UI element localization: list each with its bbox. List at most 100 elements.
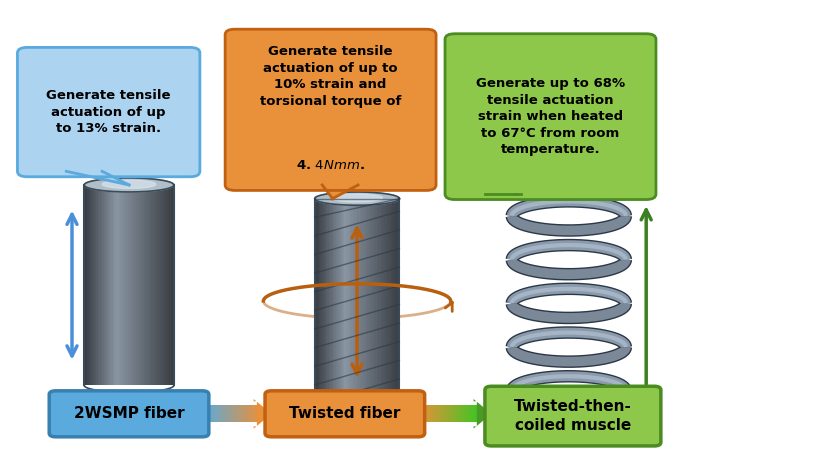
Polygon shape [92, 185, 93, 385]
FancyArrow shape [227, 405, 229, 422]
Polygon shape [354, 199, 355, 403]
FancyArrow shape [418, 405, 419, 422]
Polygon shape [368, 199, 369, 403]
Polygon shape [144, 185, 145, 385]
Text: Generate tensile
actuation of up to
10% strain and
torsional torque of: Generate tensile actuation of up to 10% … [260, 46, 400, 108]
FancyArrow shape [206, 405, 208, 422]
Polygon shape [117, 185, 119, 385]
Polygon shape [148, 185, 150, 385]
Polygon shape [342, 199, 344, 403]
Polygon shape [103, 185, 105, 385]
Polygon shape [93, 185, 94, 385]
Polygon shape [166, 185, 168, 385]
Polygon shape [157, 185, 159, 385]
FancyArrow shape [446, 405, 448, 422]
FancyArrow shape [221, 405, 223, 422]
Polygon shape [366, 199, 368, 403]
FancyBboxPatch shape [445, 34, 655, 200]
Polygon shape [395, 199, 396, 403]
Polygon shape [340, 199, 342, 403]
Polygon shape [123, 185, 124, 385]
Polygon shape [316, 199, 317, 403]
Polygon shape [389, 199, 391, 403]
Polygon shape [108, 185, 110, 385]
FancyBboxPatch shape [49, 391, 209, 437]
FancyArrow shape [253, 399, 271, 429]
Polygon shape [121, 185, 123, 385]
FancyArrow shape [438, 405, 440, 422]
Polygon shape [379, 199, 381, 403]
FancyArrow shape [256, 405, 257, 422]
Polygon shape [314, 192, 399, 205]
Polygon shape [373, 199, 375, 403]
Polygon shape [161, 185, 163, 385]
Polygon shape [362, 199, 364, 403]
FancyArrow shape [436, 405, 438, 422]
FancyArrow shape [463, 405, 464, 422]
Polygon shape [322, 185, 358, 199]
Text: 2WSMP fiber: 2WSMP fiber [74, 406, 184, 421]
FancyArrow shape [236, 405, 238, 422]
FancyArrow shape [251, 405, 253, 422]
FancyBboxPatch shape [225, 29, 436, 190]
FancyArrow shape [450, 405, 452, 422]
Polygon shape [170, 185, 172, 385]
Polygon shape [147, 185, 148, 385]
FancyArrow shape [468, 405, 470, 422]
Polygon shape [387, 199, 389, 403]
Polygon shape [133, 185, 135, 385]
Polygon shape [317, 199, 319, 403]
FancyArrow shape [204, 405, 206, 422]
Polygon shape [156, 185, 157, 385]
Polygon shape [90, 185, 92, 385]
FancyArrow shape [247, 405, 250, 422]
Polygon shape [375, 199, 377, 403]
Polygon shape [361, 199, 362, 403]
Polygon shape [102, 180, 156, 189]
Polygon shape [344, 199, 346, 403]
Polygon shape [96, 185, 97, 385]
Polygon shape [351, 199, 352, 403]
FancyArrow shape [229, 405, 230, 422]
Polygon shape [371, 199, 372, 403]
FancyArrow shape [432, 405, 434, 422]
Polygon shape [66, 171, 129, 185]
FancyArrow shape [460, 405, 463, 422]
FancyArrow shape [233, 405, 234, 422]
Polygon shape [145, 185, 147, 385]
FancyArrow shape [223, 405, 225, 422]
Polygon shape [124, 185, 126, 385]
Polygon shape [129, 185, 130, 385]
FancyArrow shape [464, 405, 467, 422]
Polygon shape [372, 199, 373, 403]
Polygon shape [99, 185, 101, 385]
Polygon shape [348, 199, 350, 403]
Polygon shape [102, 185, 103, 385]
FancyArrow shape [211, 405, 214, 422]
FancyArrow shape [473, 405, 474, 422]
Polygon shape [84, 185, 86, 385]
Polygon shape [132, 185, 133, 385]
Polygon shape [393, 199, 395, 403]
Polygon shape [331, 194, 382, 202]
FancyArrow shape [474, 405, 477, 422]
Polygon shape [350, 199, 351, 403]
Polygon shape [159, 185, 161, 385]
FancyArrow shape [214, 405, 215, 422]
Polygon shape [378, 199, 379, 403]
Polygon shape [128, 185, 129, 385]
FancyArrow shape [246, 405, 247, 422]
FancyArrow shape [244, 405, 246, 422]
Polygon shape [377, 199, 378, 403]
FancyArrow shape [238, 405, 240, 422]
Polygon shape [115, 185, 117, 385]
FancyArrow shape [257, 405, 259, 422]
Polygon shape [101, 185, 102, 385]
FancyArrow shape [240, 405, 242, 422]
FancyArrow shape [242, 405, 244, 422]
FancyArrow shape [215, 405, 217, 422]
Polygon shape [130, 185, 132, 385]
Polygon shape [324, 199, 326, 403]
Polygon shape [105, 185, 106, 385]
Polygon shape [150, 185, 152, 385]
